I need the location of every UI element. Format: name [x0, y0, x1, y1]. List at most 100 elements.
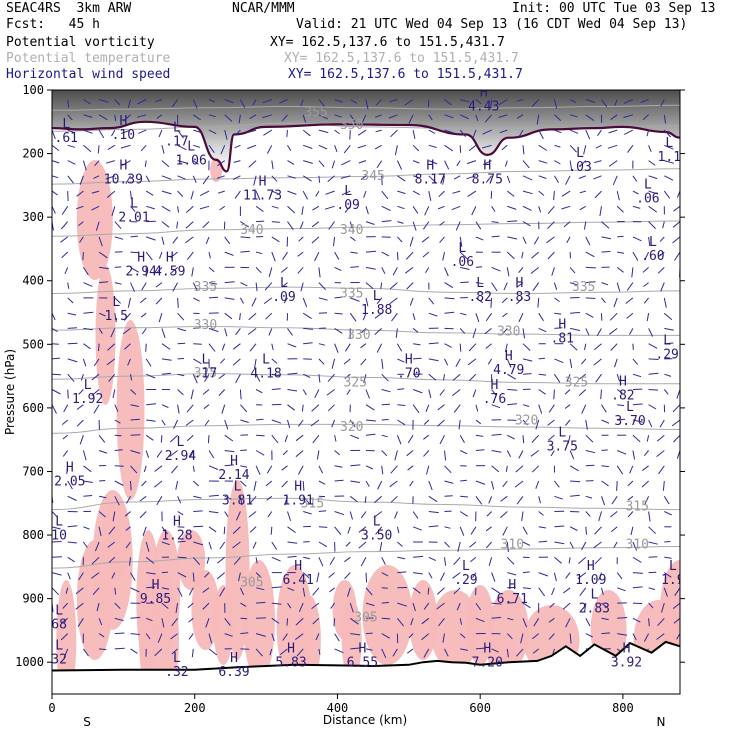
wind-arrow — [76, 190, 84, 197]
wind-arrow — [95, 221, 100, 231]
isentrope-line — [52, 325, 680, 336]
wind-arrow — [469, 373, 477, 381]
wind-arrow — [679, 481, 680, 482]
wind-arrow — [365, 221, 375, 225]
wind-arrow — [365, 632, 373, 635]
wind-arrow — [252, 99, 257, 106]
wind-arrow — [444, 557, 447, 566]
wind-arrow — [538, 389, 546, 395]
wind-arrow — [98, 450, 108, 454]
wind-arrow — [300, 282, 304, 292]
wind-arrow — [350, 251, 358, 254]
wind-arrow — [625, 297, 634, 304]
pv-fill-region — [191, 570, 220, 650]
wind-arrow — [609, 312, 618, 321]
wind-arrow — [61, 419, 69, 425]
wind-arrow — [224, 450, 235, 453]
wind-arrow — [349, 236, 356, 242]
wind-arrow — [381, 450, 388, 457]
wind-arrow — [422, 221, 430, 230]
wind-arrow — [114, 236, 124, 240]
extreme-value-label: .61 — [55, 131, 78, 146]
extreme-type-label: L — [462, 559, 470, 574]
wind-arrow — [506, 450, 512, 458]
wind-arrow — [271, 556, 281, 562]
isentrope-label: 340 — [340, 223, 363, 238]
isentrope-label: 330 — [347, 328, 370, 343]
wind-arrow — [287, 145, 292, 151]
wind-arrow — [318, 114, 329, 120]
wind-arrow — [610, 526, 618, 533]
wind-arrow — [407, 648, 414, 654]
wind-arrow — [52, 511, 58, 518]
wind-arrow — [161, 160, 170, 168]
wind-arrow — [350, 633, 361, 636]
extreme-value-label: 8.75 — [472, 172, 503, 187]
wind-arrow — [281, 114, 288, 122]
wind-arrow — [439, 572, 445, 582]
wind-arrow — [361, 328, 367, 334]
wind-arrow — [444, 144, 454, 152]
wind-arrow — [601, 221, 610, 229]
wind-arrow — [379, 541, 383, 552]
wind-arrow — [436, 587, 445, 595]
wind-arrow — [407, 434, 414, 444]
wind-arrow — [585, 99, 596, 103]
wind-arrow — [646, 435, 650, 442]
extreme-type-label: H — [119, 114, 127, 129]
wind-arrow — [672, 602, 680, 609]
wind-arrow — [475, 99, 482, 105]
isentrope-label: 335 — [194, 280, 217, 295]
wind-arrow — [656, 450, 665, 457]
wind-arrow — [177, 297, 179, 308]
wind-arrow — [143, 465, 147, 473]
wind-arrow — [444, 495, 453, 497]
wind-arrow — [632, 205, 641, 209]
wind-arrow — [281, 480, 288, 488]
wind-arrow — [617, 587, 626, 592]
wind-arrow — [126, 496, 131, 504]
wind-arrow — [648, 236, 651, 247]
wind-arrow — [585, 129, 591, 140]
wind-arrow — [459, 618, 463, 625]
wind-arrow — [607, 144, 618, 149]
wind-arrow — [177, 511, 184, 516]
wind-arrow — [302, 495, 310, 504]
wind-arrow — [593, 175, 602, 180]
wind-arrow — [158, 129, 163, 138]
wind-arrow — [530, 450, 539, 457]
wind-arrow — [350, 434, 360, 440]
wind-arrow — [394, 511, 398, 519]
wind-arrow — [312, 587, 320, 596]
wind-arrow — [616, 389, 623, 394]
wind-arrow — [623, 99, 634, 104]
wind-arrow — [287, 389, 298, 392]
wind-arrow — [161, 541, 170, 546]
wind-arrow — [491, 602, 502, 605]
wind-arrow — [98, 526, 102, 537]
wind-arrow — [318, 358, 325, 365]
wind-arrow — [569, 144, 577, 153]
wind-arrow — [161, 372, 172, 375]
wind-arrow — [518, 312, 524, 323]
wind-arrow — [266, 495, 273, 501]
wind-arrow — [154, 480, 163, 488]
pv-fill-region — [102, 500, 131, 580]
wind-arrow — [268, 328, 273, 336]
wind-arrow — [346, 389, 351, 395]
wind-arrow — [394, 145, 398, 156]
wind-arrow — [240, 602, 247, 607]
wind-arrow — [208, 114, 216, 118]
wind-arrow — [522, 373, 532, 375]
wind-arrow — [318, 267, 321, 278]
wind-arrow — [579, 205, 587, 211]
wind-arrow — [192, 175, 197, 183]
wind-arrow — [224, 495, 232, 500]
wind-arrow — [80, 374, 84, 381]
wind-arrow — [632, 450, 636, 460]
wind-arrow — [656, 434, 665, 442]
wind-arrow — [318, 465, 324, 474]
wind-arrow — [360, 358, 367, 366]
wind-arrow — [516, 99, 524, 102]
wind-arrow — [643, 633, 650, 642]
